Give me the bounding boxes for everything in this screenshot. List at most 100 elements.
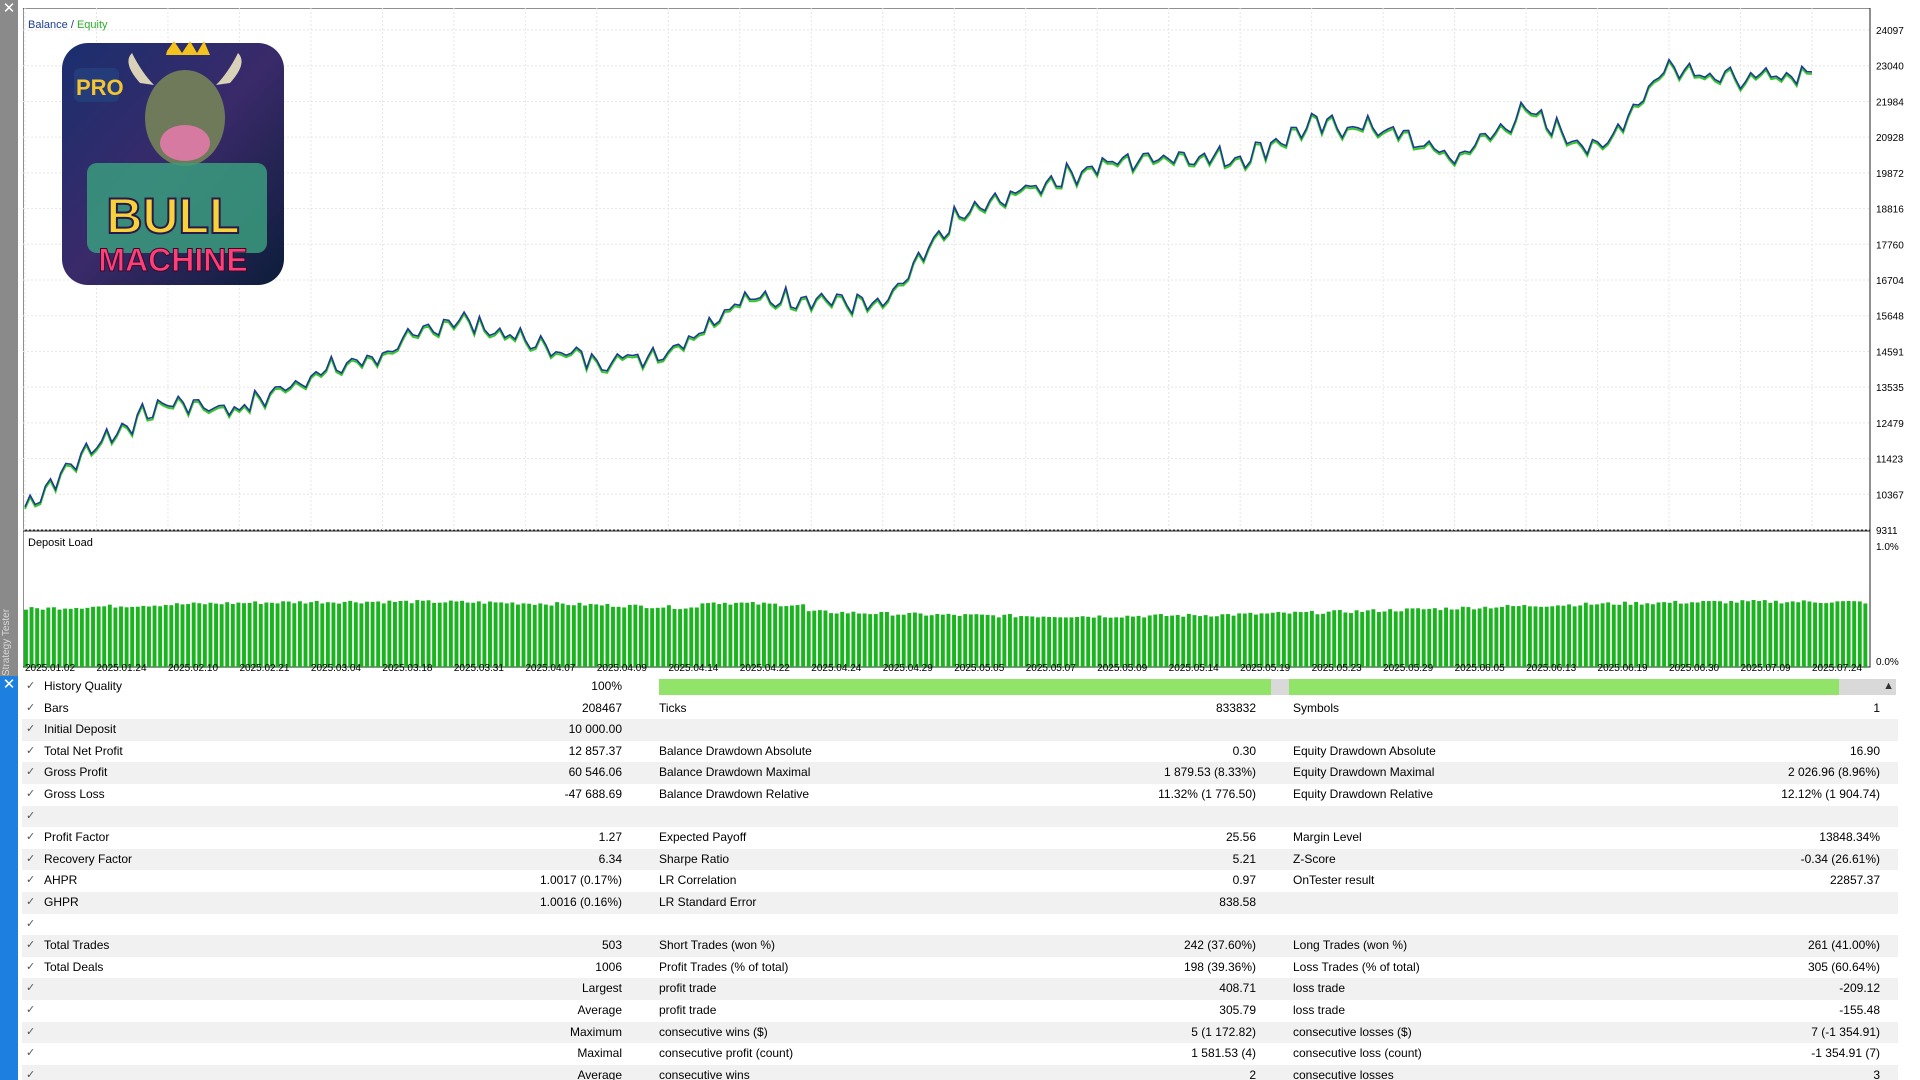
y-tick-label: 24097: [1876, 26, 1904, 37]
load-bar: [119, 606, 123, 667]
report-row[interactable]: ✓ Recovery Factor 6.34 Sharpe Ratio 5.21 Z-Sc…: [22, 848, 1898, 871]
load-bar: [1779, 603, 1784, 667]
metric-value: 3: [1873, 1067, 1880, 1080]
report-row[interactable]: ✓ Gross Loss -47 688.69 Balance Drawdown Re…: [22, 784, 1898, 806]
metric-value: 100%: [591, 679, 622, 693]
load-bar: [1829, 602, 1834, 667]
load-bar: [1466, 607, 1471, 667]
load-bar: [1678, 603, 1683, 667]
report-row[interactable]: ✓ Total Deals 1006 Profit Trades (% of tota…: [22, 957, 1898, 979]
load-bar: [353, 602, 358, 667]
load-bar: [297, 601, 302, 667]
report-row[interactable]: ✓ GHPR 1.0016 (0.16%) LR Standard Error 838.…: [22, 891, 1898, 914]
load-bar: [734, 602, 738, 667]
load-bar: [935, 614, 940, 667]
metric-value: 242 (37.60%): [1183, 938, 1256, 953]
scroll-up-icon[interactable]: ▲: [1883, 680, 1894, 692]
load-bar: [510, 602, 515, 667]
report-row[interactable]: ✓ Average consecutive wins 2 consecutive los…: [22, 1064, 1898, 1080]
load-bar: [655, 607, 660, 667]
load-bar: [314, 600, 319, 667]
load-bar: [885, 612, 889, 667]
metric-group-label: Average: [577, 1067, 622, 1080]
metric-label: Total Deals: [44, 959, 104, 974]
row-check-icon[interactable]: ✓: [26, 895, 36, 908]
close-report-icon[interactable]: ✕: [2, 676, 16, 693]
load-bar: [281, 601, 286, 667]
report-row[interactable]: ✓: [22, 805, 1898, 828]
load-bar: [1069, 617, 1074, 667]
report-row[interactable]: ✓ Profit Factor 1.27 Expected Payoff 25.56 Ma…: [22, 827, 1898, 849]
quality-fill: [659, 679, 1271, 695]
metric-label: OnTester result: [1293, 873, 1375, 888]
load-bar: [639, 605, 643, 667]
load-bar: [812, 610, 817, 667]
metric-label: Recovery Factor: [44, 851, 133, 866]
x-tick-label: 2025.05.23: [1312, 663, 1362, 674]
row-check-icon[interactable]: ✓: [26, 874, 36, 887]
row-check-icon[interactable]: ✓: [26, 723, 36, 736]
row-check-icon[interactable]: ✓: [26, 960, 36, 973]
load-bar: [834, 613, 839, 667]
load-bar: [1729, 601, 1734, 667]
y-tick-label: 9311: [1876, 526, 1898, 537]
load-bar: [1477, 608, 1482, 667]
load-bar: [672, 608, 677, 667]
report-row[interactable]: ✓ Bars 208467 Ticks 833832 Symbols 1: [22, 698, 1898, 720]
load-bar: [1712, 600, 1717, 667]
row-check-icon[interactable]: ✓: [26, 1068, 36, 1080]
row-check-icon[interactable]: ✓: [26, 1025, 36, 1038]
load-bar: [1008, 614, 1012, 667]
metric-value: 11.32% (1 776.50): [1158, 786, 1256, 801]
row-check-icon[interactable]: ✓: [26, 1003, 36, 1016]
row-check-icon[interactable]: ✓: [26, 701, 36, 714]
load-bar: [1757, 601, 1762, 667]
report-row[interactable]: ✓ History Quality 100% ▲: [22, 676, 1898, 698]
report-row[interactable]: ✓ Total Net Profit 12 857.37 Balance Drawdo…: [22, 741, 1898, 763]
row-check-icon[interactable]: ✓: [26, 766, 36, 779]
metric-group-label: Maximal: [577, 1046, 622, 1061]
load-bar: [1667, 602, 1672, 667]
load-bar: [1511, 606, 1516, 667]
row-check-icon[interactable]: ✓: [26, 831, 36, 844]
row-check-icon[interactable]: ✓: [26, 744, 36, 757]
load-bar: [320, 603, 325, 667]
load-bar: [862, 613, 867, 667]
row-check-icon[interactable]: ✓: [26, 939, 36, 952]
row-check-icon[interactable]: ✓: [26, 787, 36, 800]
load-bar: [393, 601, 397, 667]
report-row[interactable]: ✓ Maximum consecutive wins ($) 5 (1 172.82)…: [22, 1021, 1898, 1044]
report-row[interactable]: ✓: [22, 914, 1898, 936]
row-check-icon[interactable]: ✓: [26, 982, 36, 995]
row-check-icon[interactable]: ✓: [26, 917, 36, 930]
load-bar: [1438, 610, 1443, 667]
load-bar: [348, 600, 353, 667]
report-row[interactable]: ✓ Initial Deposit 10 000.00: [22, 719, 1898, 741]
report-row[interactable]: ✓ Total Trades 503 Short Trades (won %) 242 …: [22, 935, 1898, 957]
report-row[interactable]: ✓ Average profit trade 305.79 loss trade -155…: [22, 1000, 1898, 1022]
row-check-icon[interactable]: ✓: [26, 1047, 36, 1060]
load-bar: [683, 608, 688, 667]
load-bar: [1237, 613, 1242, 667]
load-bar: [325, 602, 330, 667]
report-row[interactable]: ✓ AHPR 1.0017 (0.17%) LR Correlation 0.97 OnT…: [22, 870, 1898, 892]
report-row[interactable]: ✓ Gross Profit 60 546.06 Balance Drawdown M…: [22, 762, 1898, 784]
load-bar: [963, 614, 968, 667]
report-row[interactable]: ✓ Maximal consecutive profit (count) 1 581.…: [22, 1043, 1898, 1065]
load-bar: [745, 602, 750, 667]
row-check-icon[interactable]: ✓: [26, 809, 36, 822]
metric-label: profit trade: [659, 1002, 717, 1017]
load-bar: [1013, 617, 1018, 667]
x-tick-label: 2025.04.29: [883, 663, 933, 674]
close-chart-icon[interactable]: ✕: [2, 0, 16, 17]
row-check-icon[interactable]: ✓: [26, 680, 36, 692]
load-bar: [1158, 614, 1163, 667]
load-bar: [1393, 611, 1398, 667]
load-bar: [918, 613, 923, 667]
metric-label: Sharpe Ratio: [659, 851, 730, 866]
load-bar: [1527, 606, 1532, 667]
report-row[interactable]: ✓ Largest profit trade 408.71 loss trade -209…: [22, 978, 1898, 1000]
row-check-icon[interactable]: ✓: [26, 852, 36, 865]
load-bar: [1198, 616, 1202, 667]
load-bar: [286, 601, 291, 667]
